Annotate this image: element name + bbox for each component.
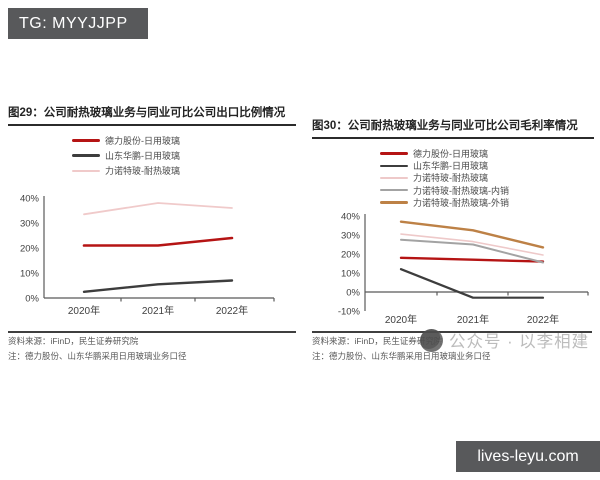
- legend-label: 德力股份-日用玻璃: [413, 148, 488, 159]
- y-tick-label: -10%: [338, 307, 361, 318]
- y-tick-label: 40%: [341, 212, 361, 223]
- legend-line-swatch: [380, 164, 408, 167]
- legend-label: 德力股份-日用玻璃: [105, 136, 180, 147]
- series-line: [400, 238, 544, 264]
- legend-item: 力诺特玻-耐热玻璃: [72, 163, 296, 178]
- series-line: [400, 233, 544, 256]
- figure-30-separator: [312, 331, 592, 333]
- figure-30-title: 图30：公司耐热玻璃业务与同业可比公司毛利率情况: [312, 119, 594, 140]
- y-tick-label: 0%: [25, 294, 39, 305]
- legend-item: 力诺特玻-耐热玻璃: [380, 172, 594, 184]
- legend-line-swatch: [380, 177, 408, 179]
- series-line: [399, 268, 545, 299]
- legend-line-swatch: [72, 139, 100, 142]
- y-tick-label: 10%: [341, 269, 361, 280]
- legend-item: 山东华鹏-日用玻璃: [380, 159, 594, 171]
- legend-label: 力诺特玻-耐热玻璃-内销: [413, 185, 509, 196]
- x-tick-label: 2021年: [457, 313, 489, 326]
- figure-30-note: 注：德力股份、山东华鹏采用日用玻璃业务口径: [312, 351, 491, 361]
- legend-line-swatch: [380, 152, 408, 155]
- legend-line-swatch: [72, 169, 100, 172]
- figure-30-chart: -10% 0% 10% 20% 30% 40% 2020年 2021年 2022年: [338, 212, 589, 326]
- y-tick-label: 20%: [20, 244, 40, 255]
- wechat-logo-icon: [420, 328, 443, 352]
- figure-29-source: 资料来源：iFinD，民生证券研究院: [8, 336, 139, 346]
- figure-30: 图30：公司耐热玻璃业务与同业可比公司毛利率情况 德力股份-日用玻璃 山东华鹏-日…: [312, 119, 594, 361]
- legend-label: 力诺特玻-耐热玻璃: [105, 166, 180, 177]
- legend-item: 德力股份-日用玻璃: [72, 133, 296, 148]
- figure-29-legend: 德力股份-日用玻璃 山东华鹏-日用玻璃 力诺特玻-耐热玻璃: [72, 133, 296, 178]
- legend-label: 力诺特玻-耐热玻璃-外销: [413, 198, 509, 209]
- y-tick-label: 40%: [20, 194, 40, 205]
- legend-item: 力诺特玻-耐热玻璃-内销: [380, 184, 594, 196]
- series-line: [83, 202, 233, 216]
- y-tick-label: 10%: [20, 269, 40, 280]
- x-tick-label: 2022年: [527, 313, 559, 326]
- x-tick-label: 2021年: [142, 304, 174, 317]
- telegram-watermark-badge: TG: MYYJJPP: [8, 8, 148, 39]
- x-tick-label: 2020年: [68, 304, 100, 317]
- series-line: [82, 279, 234, 294]
- legend-label: 山东华鹏-日用玻璃: [413, 161, 488, 172]
- series-line: [399, 256, 545, 263]
- y-tick-label: 0%: [346, 288, 360, 299]
- y-tick-label: 30%: [341, 231, 361, 242]
- legend-label: 力诺特玻-耐热玻璃: [413, 173, 488, 184]
- figure-29-note: 注：德力股份、山东华鹏采用日用玻璃业务口径: [8, 351, 187, 361]
- site-watermark-badge: lives-leyu.com: [456, 441, 600, 472]
- wechat-watermark-text: 公众号 · 以李相建: [449, 333, 590, 351]
- series-line: [82, 236, 234, 247]
- legend-label: 山东华鹏-日用玻璃: [105, 151, 180, 162]
- legend-line-swatch: [72, 154, 100, 157]
- series-line: [399, 220, 545, 249]
- legend-line-swatch: [380, 201, 408, 204]
- figure-29-title: 图29：公司耐热玻璃业务与同业可比公司出口比例情况: [8, 106, 296, 127]
- wechat-watermark: 公众号 · 以李相建: [420, 328, 589, 352]
- legend-line-swatch: [380, 189, 408, 192]
- legend-item: 德力股份-日用玻璃: [380, 147, 594, 159]
- figure-30-legend: 德力股份-日用玻璃 山东华鹏-日用玻璃 力诺特玻-耐热玻璃 力诺特玻-耐热玻璃-内销力…: [380, 147, 594, 208]
- figure-29: 图29：公司耐热玻璃业务与同业可比公司出口比例情况 德力股份-日用玻璃 山东华鹏-…: [8, 106, 296, 361]
- y-tick-label: 30%: [20, 219, 40, 230]
- legend-item: 山东华鹏-日用玻璃: [72, 148, 296, 163]
- figure-29-chart: 0% 10% 20% 30% 40% 2020年 2021年 2022年: [20, 194, 275, 317]
- figure-29-separator: [8, 331, 296, 333]
- legend-item: 力诺特玻-耐热玻璃-外销: [380, 196, 594, 208]
- x-tick-label: 2020年: [385, 313, 417, 326]
- x-tick-label: 2022年: [216, 304, 248, 317]
- figure-30-source: 资料来源：iFinD，民生证券研究院: [312, 336, 443, 346]
- y-tick-label: 20%: [341, 250, 361, 261]
